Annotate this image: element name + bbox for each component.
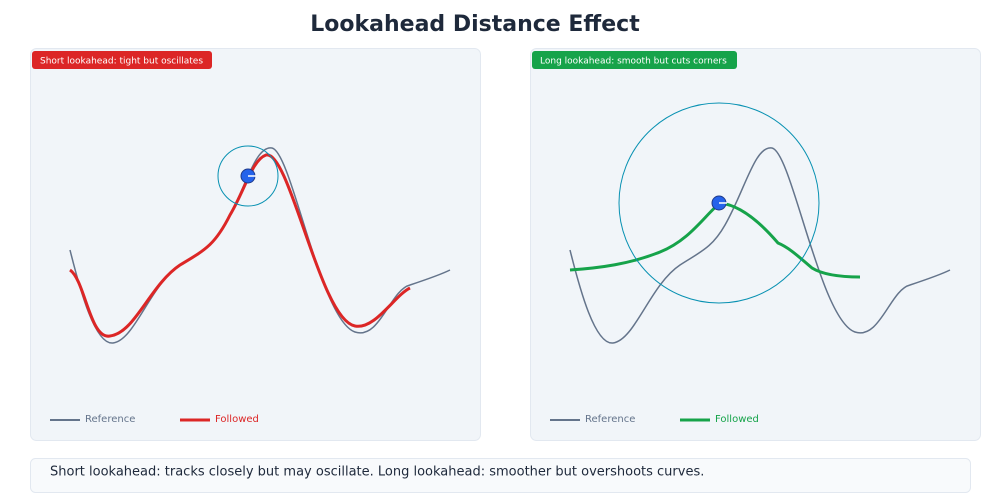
caption: Short lookahead: tracks closely but may … [50,465,704,480]
panel-short: Short lookahead: tight but oscillates Re… [30,48,481,441]
legend-label: Reference [585,414,635,425]
panel-bg [530,48,981,441]
badge-bg [32,51,212,69]
lookahead-circle [618,102,820,304]
legend-label: Followed [715,414,759,425]
badge-bg [532,51,737,69]
badge: Short lookahead: tight but oscillates [40,57,203,67]
legend-label: Reference [85,414,135,425]
followed-path [68,153,411,338]
lookahead-circle [217,145,279,207]
panel-long: Long lookahead: smooth but cuts corners … [530,48,981,441]
caption-box [30,458,971,493]
legend-label: Followed [215,414,259,425]
title: Lookahead Distance Effect [310,12,640,37]
badge: Long lookahead: smooth but cuts corners [540,57,727,67]
followed-path [569,201,861,279]
reference-path [569,147,951,344]
panel-bg [30,48,481,441]
